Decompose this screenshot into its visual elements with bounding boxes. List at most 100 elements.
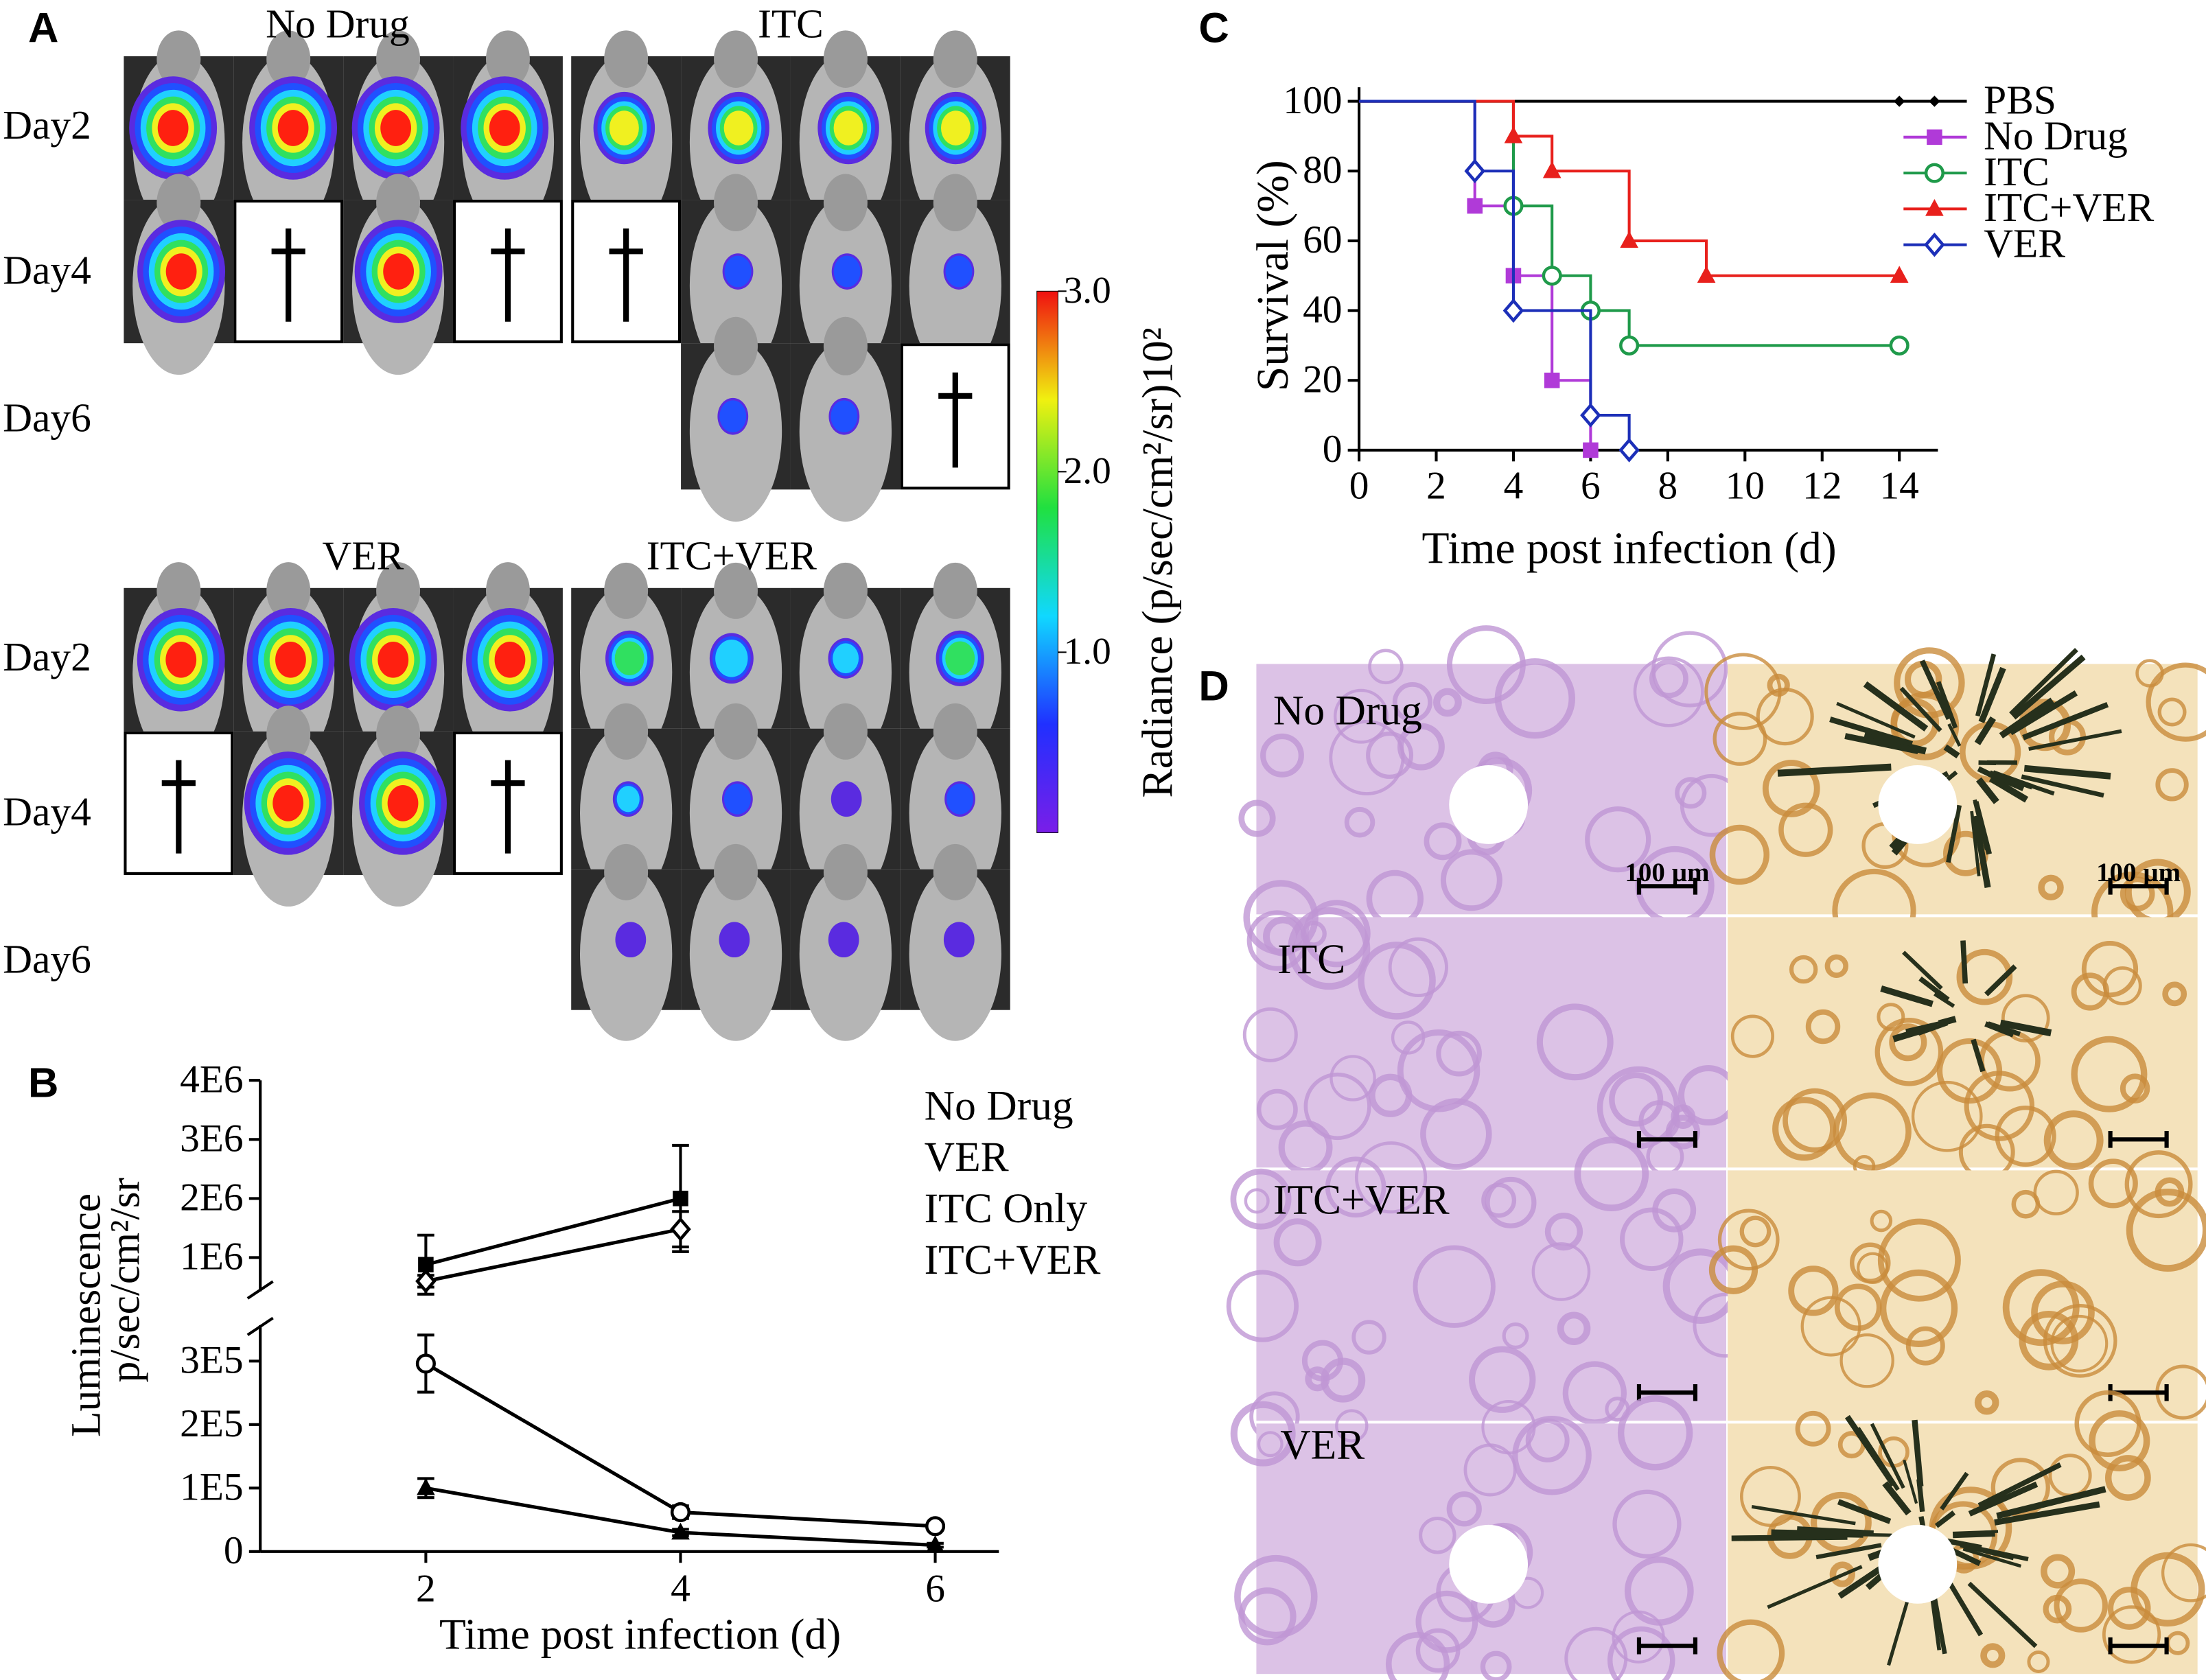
scale-bar <box>2108 1637 2169 1655</box>
tissue <box>1557 1311 1591 1346</box>
fungal-hyphae <box>1842 1532 1892 1537</box>
tissue <box>1870 1209 1893 1233</box>
tissue <box>1894 647 1965 719</box>
airway <box>1878 1524 1958 1604</box>
survival-point <box>1619 335 1640 355</box>
fungal-hyphae <box>1947 723 1962 747</box>
fungal-hyphae <box>1767 1565 1863 1609</box>
tissue <box>2054 1578 2108 1633</box>
tissue <box>1810 1491 1872 1553</box>
tissue <box>1446 1491 1482 1527</box>
fungal-hyphae <box>1984 964 2017 996</box>
tissue <box>1795 1410 1831 1447</box>
histology-image <box>1728 1170 2198 1421</box>
tissue <box>1226 1270 1299 1342</box>
tissue <box>1789 955 1818 984</box>
fungal-hyphae <box>2023 765 2111 780</box>
tissue <box>1351 1320 1386 1355</box>
tissue <box>2161 1543 2206 1602</box>
airway <box>1878 765 1958 844</box>
axis-break <box>246 1316 274 1336</box>
tissue <box>1305 1366 1330 1392</box>
mouse-head <box>823 562 868 619</box>
tissue <box>2019 1311 2079 1370</box>
legend-label: PBS <box>1984 77 2056 122</box>
luminescence <box>157 110 189 146</box>
scale-bar <box>1636 878 1698 895</box>
fungal-hyphae <box>1960 940 1969 984</box>
tissue <box>1419 1516 1456 1554</box>
luminescence <box>494 641 526 678</box>
fungal-hyphae <box>2009 648 2078 716</box>
mouse-head <box>376 705 421 763</box>
tissue <box>1800 1296 1861 1357</box>
fungal-hyphae <box>1967 1581 2038 1648</box>
luminescence <box>723 783 751 815</box>
tissue <box>1562 1361 1627 1425</box>
fungal-hyphae <box>1999 697 2054 739</box>
tissue <box>1368 649 1404 685</box>
tissue <box>1974 1390 1999 1415</box>
luminescence <box>945 641 975 676</box>
tissue <box>2089 1410 2150 1472</box>
y-axis-label: p/sec/cm²/sr <box>102 1178 149 1382</box>
tissue <box>2107 1587 2151 1630</box>
tissue <box>1415 1628 1461 1673</box>
data-point <box>671 1522 690 1540</box>
tissue <box>1943 830 1989 876</box>
fungal-hyphae <box>1987 1021 2021 1036</box>
tissue <box>1230 1401 1296 1467</box>
fungal-hyphae <box>1988 775 2029 803</box>
legend-marker <box>1924 163 1944 183</box>
tissue <box>1303 1072 1371 1141</box>
y-tick-label: 40 <box>1303 288 1342 331</box>
tissue <box>1325 1156 1386 1218</box>
fungal-hyphae <box>2011 654 2086 720</box>
scale-bar <box>1636 1384 1698 1401</box>
luminescence <box>614 641 645 676</box>
tissue <box>1612 1489 1682 1559</box>
scale-bar <box>1636 1130 1698 1148</box>
fungal-hyphae <box>1978 666 2006 723</box>
fungal-hyphae <box>1892 1022 1939 1042</box>
survival-point <box>1542 266 1562 286</box>
tissue <box>2102 966 2142 1005</box>
mouse-head <box>376 174 421 232</box>
luminescence <box>940 110 971 145</box>
colorbar-tick-label: 3.0 <box>1064 269 1111 311</box>
fungal-hyphae <box>1970 810 1981 876</box>
x-tick-label: 8 <box>1658 464 1678 507</box>
tissue <box>2043 1110 2104 1170</box>
survival-line <box>1359 100 1900 277</box>
legend-label: No Drug <box>1984 113 2128 159</box>
row-label: Day2 <box>3 634 91 679</box>
tissue <box>1717 1619 1785 1680</box>
tissue <box>1344 806 1375 838</box>
tissue <box>1330 1055 1376 1101</box>
tissue <box>2124 1150 2193 1219</box>
fungal-hyphae <box>1947 1538 1982 1550</box>
survival-point <box>1504 126 1523 143</box>
tissue <box>1839 1333 1894 1388</box>
tissue <box>1824 954 1848 978</box>
tissue <box>1413 1245 1496 1328</box>
scale-bar <box>2108 878 2169 895</box>
fungal-hyphae <box>1919 660 1952 721</box>
tissue <box>1717 1209 1780 1271</box>
tissue <box>1617 1395 1693 1471</box>
survival-point <box>1583 442 1599 458</box>
y-tick-label: 20 <box>1303 358 1342 401</box>
x-tick-label: 2 <box>1426 464 1446 507</box>
luminescence <box>165 641 197 678</box>
luminescence <box>828 922 859 958</box>
tissue <box>1675 777 1707 809</box>
data-point <box>415 1353 436 1374</box>
fungal-hyphae <box>1916 1479 1925 1513</box>
tissue <box>1624 1556 1694 1626</box>
mouse-head <box>933 703 977 760</box>
y-tick-label: 0 <box>224 1529 244 1572</box>
series-line <box>425 1196 682 1267</box>
survival-point <box>1467 198 1483 214</box>
mouse-head <box>714 30 758 88</box>
group-title: VER <box>322 533 404 578</box>
